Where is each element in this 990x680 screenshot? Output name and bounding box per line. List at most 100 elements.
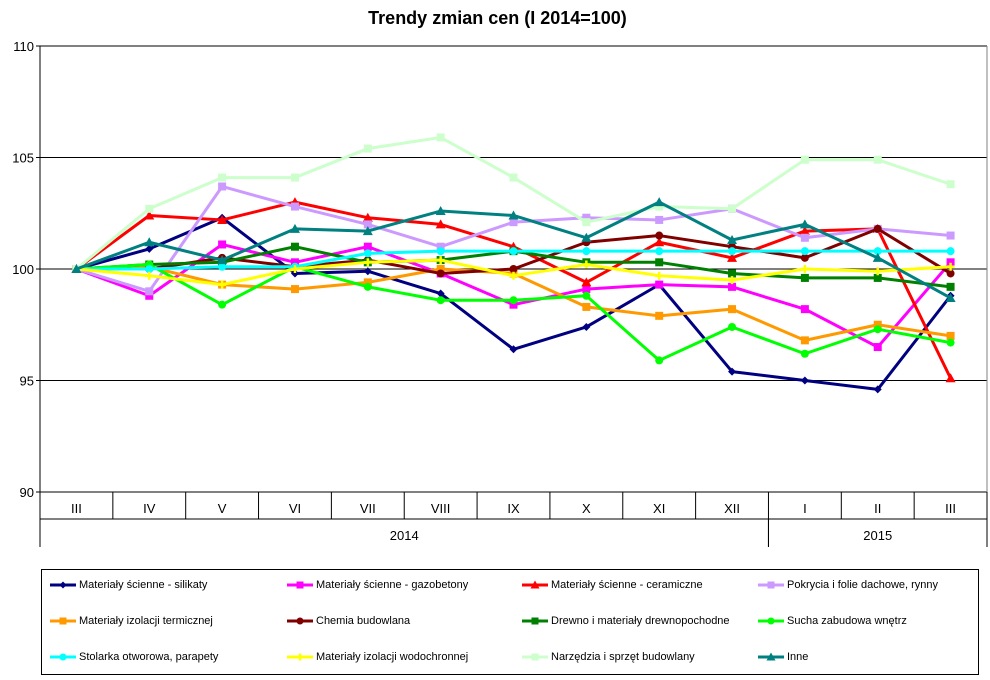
data-point xyxy=(873,385,882,394)
data-point xyxy=(363,282,372,291)
data-point xyxy=(873,273,882,282)
x-tick-label: II xyxy=(874,501,881,516)
series-12 xyxy=(71,197,956,302)
year-label: 2014 xyxy=(390,528,419,543)
legend-label: Materiały ścienne - ceramiczne xyxy=(551,579,703,591)
data-point xyxy=(945,292,956,302)
data-point xyxy=(800,265,809,273)
legend-swatch xyxy=(50,653,76,661)
data-point xyxy=(800,253,809,262)
data-point xyxy=(800,233,809,242)
legend-swatch-marker xyxy=(767,581,775,589)
data-point xyxy=(728,367,737,376)
legend-label: Materiały izolacji wodochronnej xyxy=(316,651,469,663)
x-tick-label: IV xyxy=(143,501,156,516)
data-point xyxy=(728,247,737,256)
data-point xyxy=(290,285,299,294)
data-point xyxy=(655,231,664,240)
data-point xyxy=(509,300,518,309)
legend-swatch xyxy=(50,617,76,625)
data-point xyxy=(800,376,809,385)
data-point xyxy=(290,202,299,211)
x-tick-label: XII xyxy=(724,501,740,516)
y-tick-label: 95 xyxy=(20,374,34,389)
data-point xyxy=(145,291,154,300)
data-point xyxy=(582,302,591,311)
data-point xyxy=(873,247,882,256)
legend-item: Materiały izolacji termicznej xyxy=(50,613,213,629)
data-point xyxy=(727,252,738,262)
data-point xyxy=(290,258,299,267)
data-point xyxy=(436,247,445,256)
data-point xyxy=(946,231,955,240)
data-point xyxy=(654,197,665,207)
legend-label: Materiały ścienne - gazobetony xyxy=(316,579,469,591)
data-point xyxy=(946,180,955,189)
data-point xyxy=(945,373,956,383)
data-point xyxy=(655,202,664,211)
data-point xyxy=(145,244,154,253)
data-point xyxy=(581,232,592,242)
legend-label: Drewno i materiały drewnopochodne xyxy=(551,615,730,627)
legend-label: Stolarka otworowa, parapety xyxy=(79,651,219,663)
data-point xyxy=(362,226,373,236)
data-point xyxy=(363,278,372,287)
legend-swatch-marker xyxy=(59,581,67,589)
data-point xyxy=(289,223,300,233)
data-point xyxy=(873,343,882,352)
data-point xyxy=(800,247,809,256)
data-point xyxy=(508,210,519,220)
year-label: 2015 xyxy=(863,528,892,543)
legend-swatch xyxy=(287,581,313,589)
legend-swatch xyxy=(287,653,313,661)
data-point xyxy=(509,345,518,354)
data-point xyxy=(436,133,445,142)
legend-item: Inne xyxy=(758,649,808,665)
data-point xyxy=(363,242,372,251)
data-point xyxy=(655,280,664,289)
legend-swatch-marker xyxy=(766,652,776,661)
chart-legend: Materiały ścienne - silikaty Materiały śc… xyxy=(41,569,979,675)
data-point xyxy=(654,237,665,247)
data-point xyxy=(218,173,227,182)
data-point xyxy=(363,220,372,229)
data-point xyxy=(509,271,518,280)
legend-swatch xyxy=(522,617,548,625)
data-point xyxy=(145,271,154,280)
y-tick-label: 105 xyxy=(12,151,34,166)
data-point xyxy=(217,255,228,265)
data-point xyxy=(946,338,955,347)
data-point xyxy=(218,300,227,309)
chart-title: Trendy zmian cen (I 2014=100) xyxy=(368,8,627,28)
data-point xyxy=(655,258,664,267)
legend-item: Drewno i materiały drewnopochodne xyxy=(522,613,730,629)
legend-item: Chemia budowlana xyxy=(287,613,410,629)
data-point xyxy=(946,247,955,256)
data-point xyxy=(800,336,809,345)
data-point xyxy=(946,331,955,340)
legend-swatch-marker xyxy=(531,617,539,625)
data-point xyxy=(509,218,518,227)
legend-swatch xyxy=(758,581,784,589)
legend-item: Materiały ścienne - ceramiczne xyxy=(522,577,703,593)
data-point xyxy=(581,277,592,287)
data-point xyxy=(436,265,445,273)
legend-swatch xyxy=(758,617,784,625)
data-point xyxy=(728,305,737,314)
data-point xyxy=(728,282,737,291)
data-point xyxy=(582,322,591,331)
data-point xyxy=(946,262,955,271)
data-point xyxy=(145,265,154,273)
x-tick-label: X xyxy=(582,501,591,516)
data-point xyxy=(582,285,591,294)
data-point xyxy=(655,215,664,224)
legend-item: Narzędzia i sprzęt budowlany xyxy=(522,649,695,665)
data-point xyxy=(363,249,372,258)
legend-swatch xyxy=(287,617,313,625)
data-point xyxy=(655,271,664,280)
legend-swatch-marker xyxy=(296,581,304,589)
x-tick-label: VI xyxy=(289,501,301,516)
data-point xyxy=(655,311,664,320)
data-point xyxy=(799,226,810,236)
y-tick-label: 90 xyxy=(20,485,34,500)
